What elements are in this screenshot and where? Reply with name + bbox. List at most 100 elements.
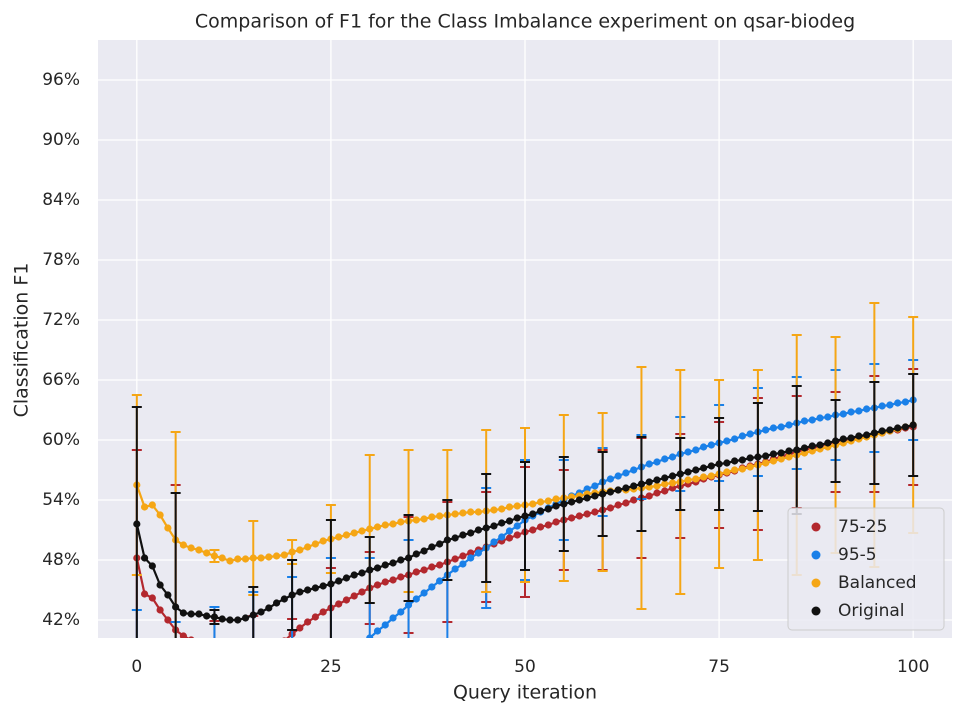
legend-label: 75-25 (838, 517, 887, 537)
data-point (219, 650, 226, 657)
data-point (358, 588, 366, 596)
data-point (179, 632, 187, 638)
legend-box (787, 507, 945, 631)
data-point (901, 398, 910, 406)
data-point (273, 679, 280, 686)
data-point (661, 474, 669, 482)
data-point (420, 547, 428, 555)
data-point (684, 468, 692, 476)
data-point (544, 497, 552, 505)
data-point (536, 498, 545, 506)
data-point (738, 456, 746, 464)
data-point (335, 533, 343, 541)
error-bar (170, 492, 181, 638)
data-point (886, 401, 894, 409)
data-point (591, 492, 599, 500)
error-bar (209, 606, 220, 638)
data-point (855, 432, 863, 440)
legend-label: Original (838, 601, 905, 621)
data-point (280, 551, 288, 559)
data-point (428, 583, 436, 591)
data-point (381, 578, 389, 586)
x-tick-label: 50 (514, 657, 536, 677)
data-point (498, 505, 506, 513)
data-point (653, 482, 661, 490)
data-point (389, 559, 397, 567)
data-point (412, 568, 420, 576)
data-point (575, 512, 583, 520)
data-point (645, 483, 653, 491)
data-point (606, 488, 615, 496)
data-point (567, 493, 576, 501)
data-point (179, 609, 187, 617)
data-point (219, 700, 226, 707)
data-point (668, 472, 677, 480)
data-point (552, 495, 560, 503)
error-bar (248, 586, 259, 638)
data-point (211, 647, 218, 654)
data-point (762, 459, 770, 467)
data-point (459, 552, 467, 560)
data-point (164, 591, 172, 599)
data-point (668, 479, 677, 487)
data-point (467, 529, 475, 537)
data-point (622, 484, 630, 492)
data-point (164, 524, 172, 532)
data-point (824, 439, 832, 447)
data-point (583, 485, 591, 493)
data-point (645, 492, 653, 500)
data-point (436, 540, 444, 548)
data-point (653, 476, 661, 484)
data-point (816, 441, 824, 449)
data-point (513, 522, 521, 530)
data-point (242, 653, 249, 660)
data-point (282, 637, 287, 638)
error-bar (752, 402, 763, 512)
data-point (591, 508, 599, 516)
data-point (257, 554, 265, 562)
data-point (428, 513, 436, 521)
data-point (389, 614, 397, 622)
data-point (319, 608, 327, 616)
data-point (847, 408, 855, 416)
data-point (234, 616, 242, 624)
data-point (505, 527, 514, 535)
error-bar (325, 519, 336, 638)
x-tick-label: 0 (131, 657, 142, 677)
error-bar (675, 437, 686, 511)
data-point (436, 561, 444, 569)
data-point (187, 610, 195, 618)
data-point (296, 624, 304, 632)
data-point (800, 417, 809, 425)
data-point (731, 435, 739, 443)
error-bar (442, 499, 453, 581)
data-point (188, 636, 195, 638)
data-point (311, 540, 319, 548)
data-point (381, 521, 389, 529)
data-point (436, 577, 444, 585)
data-point (653, 489, 661, 497)
data-point (668, 484, 677, 492)
data-point (707, 472, 715, 480)
data-point (630, 482, 638, 490)
data-point (203, 549, 211, 557)
data-point (226, 616, 234, 624)
data-point (272, 599, 281, 607)
data-point (342, 531, 351, 539)
data-point (614, 501, 622, 509)
data-point (187, 544, 195, 552)
data-point (474, 526, 483, 534)
data-point (731, 457, 739, 465)
data-point (661, 480, 669, 488)
y-tick-label: 60% (42, 430, 80, 450)
data-point (156, 606, 164, 614)
data-point (699, 443, 708, 451)
data-point (692, 446, 700, 454)
data-point (265, 647, 272, 654)
data-point (886, 426, 894, 434)
data-point (226, 697, 233, 704)
error-bar (209, 609, 220, 625)
data-point (241, 614, 250, 622)
x-axis-label: Query iteration (453, 682, 597, 704)
data-point (459, 560, 467, 568)
